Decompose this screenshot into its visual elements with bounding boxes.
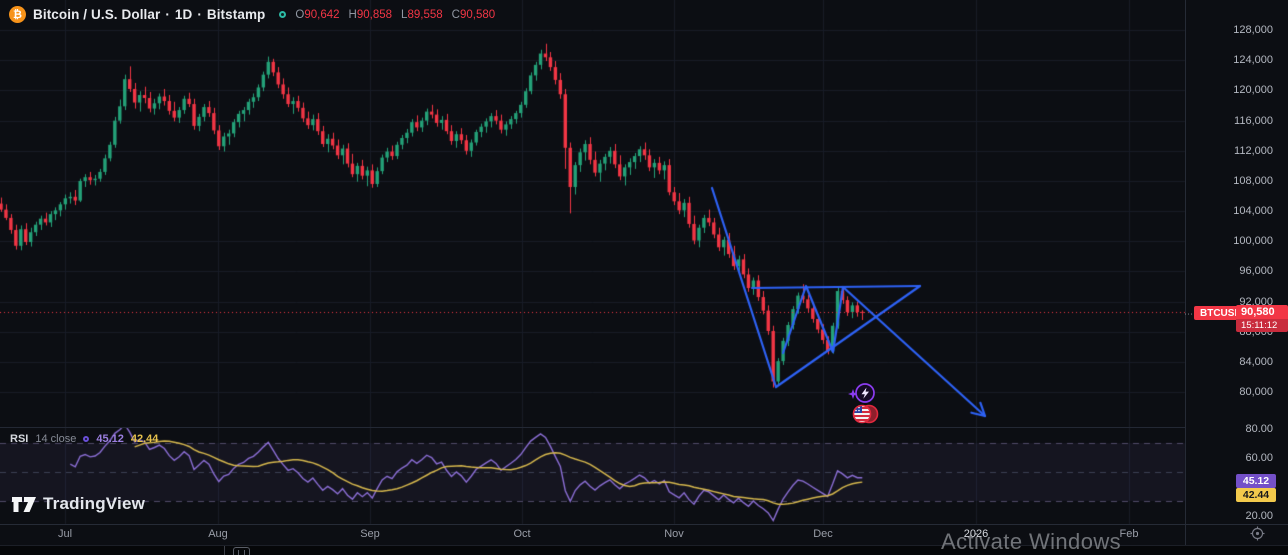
ohlc-values: O90,642 H90,858 L89,558 C90,580 [295, 9, 495, 21]
price-tick-label: 84,000 [1239, 355, 1273, 368]
rsi-ma-value-label: 42.44 [1236, 488, 1276, 502]
price-tick-label: 80,000 [1239, 386, 1273, 399]
price-axis-divider [1185, 0, 1186, 545]
time-tick-label: Dec [813, 528, 833, 540]
time-tick-label: 2026 [963, 528, 989, 540]
rsi-value-label: 45.12 [1236, 474, 1276, 488]
ohlc-item: C90,580 [451, 8, 496, 21]
price-tick-label: 96,000 [1239, 265, 1273, 278]
price-tick-label: 112,000 [1234, 144, 1273, 157]
symbol-title[interactable]: Bitcoin / U.S. Dollar [33, 7, 161, 22]
rsi-title: RSI [10, 433, 29, 445]
time-tick-label: Jul [57, 528, 73, 540]
clipped-toolbar-icon[interactable] [233, 547, 250, 555]
bar-countdown: 15:11:12 [1236, 319, 1288, 332]
price-tick-label: 116,000 [1234, 114, 1273, 127]
last-price-label: 90,580 15:11:12 [1236, 305, 1288, 332]
strip-tick [224, 546, 225, 555]
chart-event-icons[interactable] [845, 378, 891, 428]
bitcoin-icon: ₿ [9, 6, 26, 23]
tradingview-logo[interactable]: TradingView [12, 494, 145, 514]
rsi-current-value: 45.12 [96, 433, 124, 445]
tradingview-logo-text: TradingView [43, 494, 146, 513]
price-tick-label: 92,000 [1239, 295, 1273, 308]
lightning-event-icon [848, 383, 875, 403]
title-separator: · [197, 7, 202, 22]
rsi-tick-label: 60.00 [1245, 451, 1273, 464]
bottom-divider [0, 545, 1288, 546]
rsi-indicator-legend[interactable]: RSI 14 close 45.12 42.44 [10, 433, 158, 445]
label-drag-dots-icon: ⋯ [1184, 309, 1193, 319]
ohlc-item: O90,642 [295, 8, 340, 21]
symbol-price-label: BTCUSD [1194, 306, 1248, 320]
time-tick-label: Aug [208, 528, 228, 540]
time-tick-label: Feb [1119, 528, 1139, 540]
time-tick-label: Nov [664, 528, 684, 540]
price-tick-label: 108,000 [1233, 174, 1273, 187]
exchange-label[interactable]: Bitstamp [206, 7, 266, 22]
price-tick-label: 100,000 [1233, 235, 1273, 248]
time-axis-divider [0, 524, 1288, 525]
time-tick-label: Sep [360, 528, 380, 540]
symbol-legend: ₿ Bitcoin / U.S. Dollar · 1D · Bitstamp … [9, 5, 495, 24]
series-marker-icon[interactable] [279, 11, 287, 18]
time-tick-label: Oct [513, 528, 531, 540]
rsi-params: 14 close [35, 433, 77, 445]
rsi-tick-label: 80.00 [1245, 422, 1273, 435]
rsi-source-icon[interactable] [83, 436, 90, 442]
tradingview-logo-icon [12, 496, 36, 512]
title-separator: · [165, 7, 170, 22]
us-flag-event-icon [852, 404, 879, 424]
ohlc-item: H90,858 [348, 8, 393, 21]
price-tick-label: 124,000 [1233, 54, 1273, 67]
price-tick-label: 120,000 [1233, 84, 1273, 97]
last-price-value: 90,580 [1236, 305, 1288, 319]
bottom-edge-strip [0, 546, 1288, 555]
price-tick-label: 104,000 [1233, 205, 1273, 218]
rsi-ma-value: 42.44 [130, 433, 159, 445]
axis-settings-gear-icon[interactable] [1250, 526, 1265, 541]
rsi-tick-label: 20.00 [1245, 509, 1273, 522]
activate-windows-watermark: Activate Windows [941, 529, 1122, 554]
pane-divider[interactable] [0, 427, 1185, 428]
ohlc-item: L89,558 [401, 8, 443, 21]
interval-label[interactable]: 1D [174, 7, 193, 22]
price-tick-label: 128,000 [1233, 24, 1273, 37]
